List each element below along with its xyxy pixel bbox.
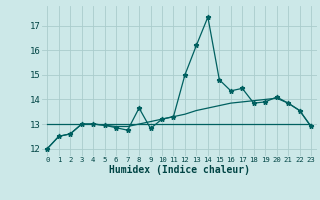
- X-axis label: Humidex (Indice chaleur): Humidex (Indice chaleur): [109, 165, 250, 175]
